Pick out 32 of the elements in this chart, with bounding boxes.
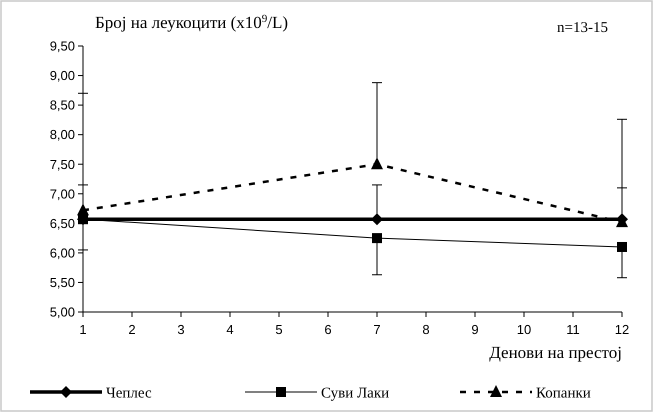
point: [617, 242, 627, 252]
point: [371, 157, 383, 170]
x-tick-label: 12: [614, 322, 630, 337]
x-tick-label: 6: [324, 322, 332, 337]
legend-label: Суви Лаки: [321, 385, 390, 402]
x-tick-label: 3: [177, 322, 185, 337]
y-tick-label: 9,00: [50, 68, 75, 84]
y-tick-label: 6,50: [50, 216, 75, 231]
chart-title: Број на леукоцити (x10$^{9}$/L): [95, 13, 288, 32]
y-tick-label: 9,50: [50, 38, 75, 54]
y-tick-label: 8,00: [50, 127, 75, 142]
legend-label: Чеплес: [106, 385, 152, 402]
text: n=13-15: [557, 20, 608, 36]
y-tick-label: 5,50: [50, 274, 75, 290]
x-tick-label: 11: [566, 322, 580, 337]
x-tick-label: 7: [373, 322, 381, 337]
x-tick-label: 1: [79, 322, 87, 337]
x-tick-label: 4: [226, 322, 234, 337]
y-tick-label: 8,50: [50, 98, 75, 113]
x-tick-label: 8: [422, 322, 430, 337]
x-axis-title: Денови на престој: [489, 343, 622, 362]
x-tick-label: 9: [471, 322, 479, 337]
x-tick-label: 5: [275, 322, 283, 337]
legend-label: Копанки: [536, 385, 591, 402]
x-tick-label: 2: [128, 322, 136, 337]
y-tick-label: 7,50: [50, 156, 75, 172]
point: [371, 213, 383, 226]
x-tick-label: 10: [516, 322, 532, 337]
y-tick-label: 7,00: [50, 186, 75, 202]
point: [372, 233, 382, 244]
y-tick-label: 5,00: [50, 304, 75, 320]
y-tick-label: 6,00: [50, 245, 75, 260]
